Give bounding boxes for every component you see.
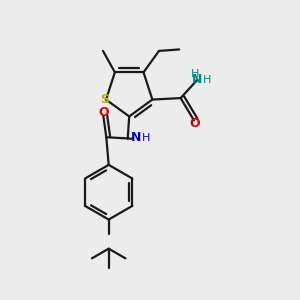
Text: O: O (98, 106, 109, 119)
Text: N: N (131, 131, 141, 144)
Text: O: O (190, 117, 200, 130)
Text: H: H (190, 69, 199, 79)
Text: H: H (142, 133, 150, 143)
Text: N: N (192, 73, 203, 86)
Text: H: H (202, 75, 211, 85)
Text: S: S (100, 93, 109, 106)
